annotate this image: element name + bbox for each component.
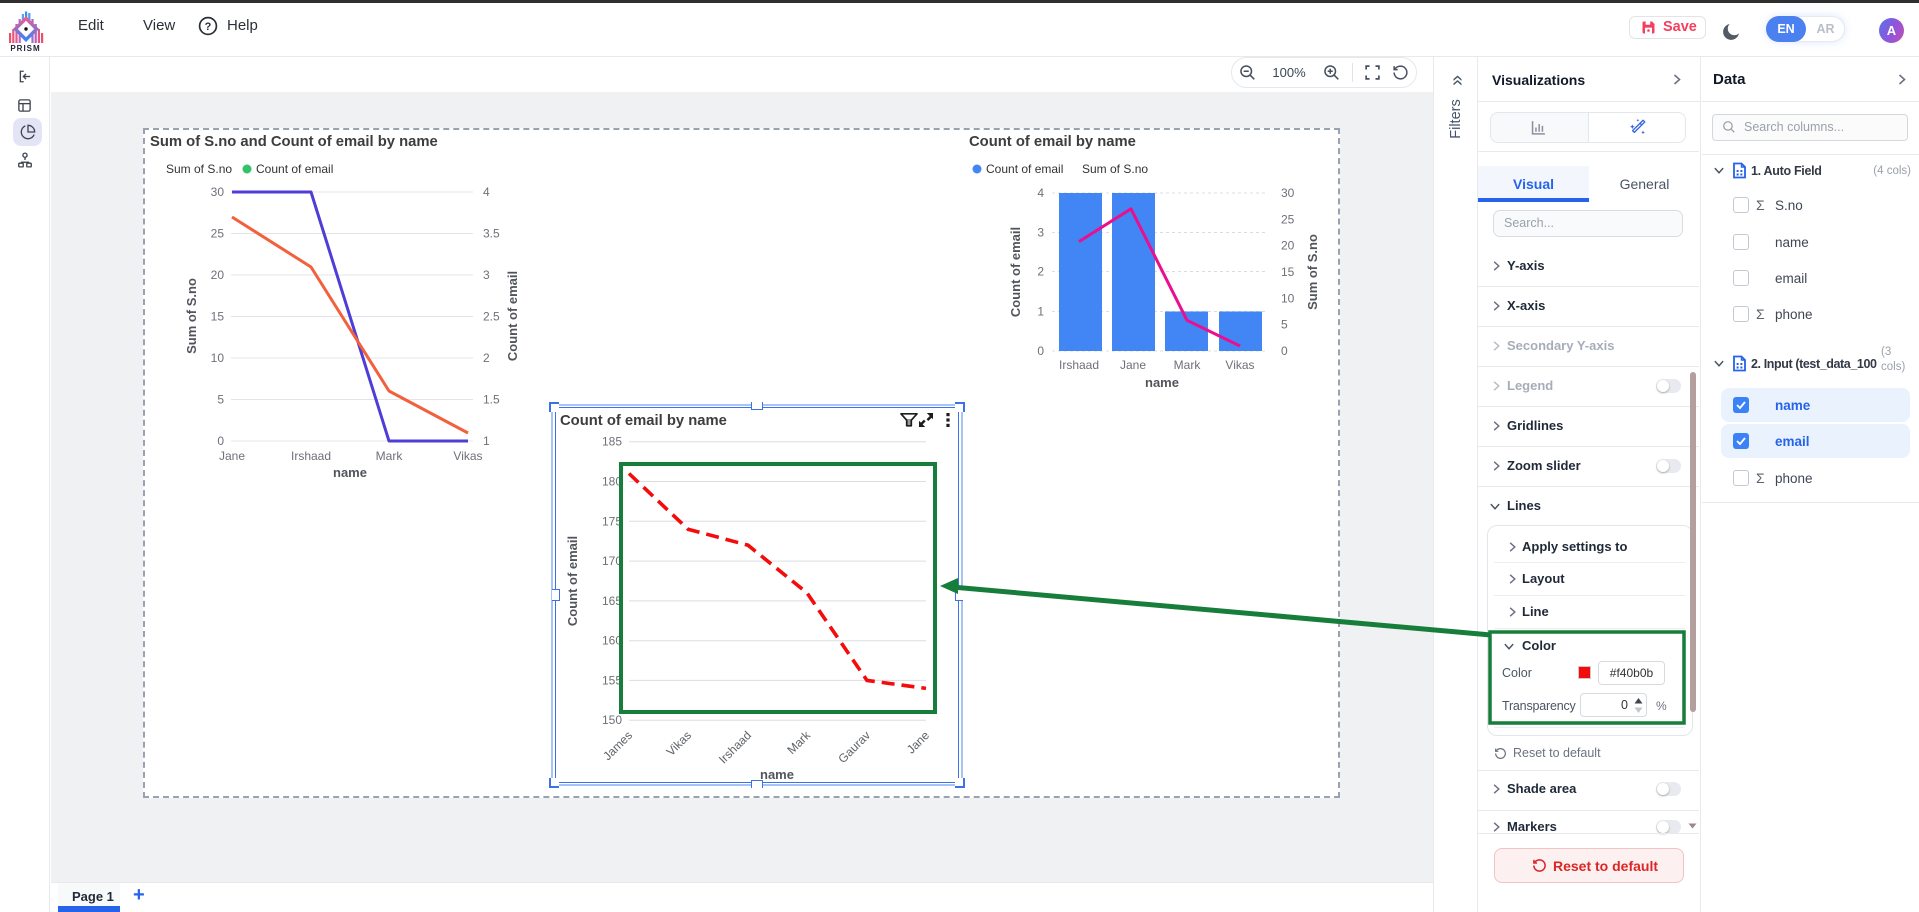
svg-text:10: 10 (211, 351, 225, 365)
svg-text:name: name (333, 465, 367, 480)
svg-text:Count of email: Count of email (565, 536, 580, 626)
svg-text:1: 1 (1037, 305, 1044, 319)
svg-text:160: 160 (602, 634, 622, 648)
svg-text:Mark: Mark (376, 449, 404, 463)
svg-text:Mark: Mark (1174, 358, 1202, 372)
svg-text:2.5: 2.5 (483, 310, 500, 324)
svg-text:15: 15 (1281, 265, 1295, 279)
svg-text:Irshaad: Irshaad (291, 449, 331, 463)
svg-text:20: 20 (211, 268, 225, 282)
svg-text:1.5: 1.5 (483, 393, 500, 407)
svg-text:PRISM: PRISM (10, 44, 40, 53)
svg-text:150: 150 (602, 713, 622, 727)
svg-text:Sum of S.no: Sum of S.no (166, 162, 232, 176)
svg-text:Sum of S.no: Sum of S.no (184, 278, 199, 354)
svg-text:180: 180 (602, 475, 622, 489)
svg-text:185: 185 (602, 435, 622, 449)
svg-text:?: ? (205, 21, 212, 33)
svg-text:Jane: Jane (219, 449, 245, 463)
svg-text:Count of email: Count of email (256, 162, 333, 176)
svg-text:Vikas: Vikas (664, 728, 695, 759)
svg-text:5: 5 (1281, 318, 1288, 332)
svg-text:Count of email: Count of email (505, 271, 520, 361)
svg-text:Irshaad: Irshaad (716, 728, 754, 766)
svg-text:0: 0 (1037, 344, 1044, 358)
svg-text:Jane: Jane (1120, 358, 1146, 372)
svg-text:30: 30 (211, 185, 225, 199)
svg-text:Vikas: Vikas (1225, 358, 1254, 372)
svg-text:25: 25 (211, 227, 225, 241)
svg-text:Count of email by name: Count of email by name (560, 413, 727, 429)
svg-text:1: 1 (483, 434, 490, 448)
svg-text:10: 10 (1281, 291, 1295, 305)
svg-text:0: 0 (217, 434, 224, 448)
svg-text:name: name (1145, 375, 1179, 390)
svg-text:Count of email: Count of email (1008, 227, 1023, 317)
svg-text:Irshaad: Irshaad (1059, 358, 1099, 372)
svg-text:155: 155 (602, 673, 622, 687)
svg-text:165: 165 (602, 594, 622, 608)
svg-text:2: 2 (1037, 265, 1044, 279)
svg-text:James: James (600, 728, 635, 763)
svg-text:2: 2 (483, 351, 490, 365)
svg-text:170: 170 (602, 554, 622, 568)
svg-text:3: 3 (483, 268, 490, 282)
svg-text:15: 15 (211, 310, 225, 324)
svg-text:4: 4 (1037, 186, 1044, 200)
svg-text:4: 4 (483, 185, 490, 199)
svg-text:20: 20 (1281, 239, 1295, 253)
svg-text:Sum of S.no and Count of email: Sum of S.no and Count of email by name (150, 134, 438, 150)
svg-text:5: 5 (217, 393, 224, 407)
svg-text:175: 175 (602, 514, 622, 528)
svg-text:3: 3 (1037, 226, 1044, 240)
svg-text:0: 0 (1281, 344, 1288, 358)
svg-text:3.5: 3.5 (483, 227, 500, 241)
svg-text:25: 25 (1281, 212, 1295, 226)
svg-text:name: name (760, 767, 794, 782)
svg-text:Count of email: Count of email (986, 162, 1063, 176)
svg-text:Gaurav: Gaurav (835, 728, 873, 766)
svg-text:Sum of S.no: Sum of S.no (1305, 234, 1320, 310)
svg-text:Mark: Mark (784, 728, 813, 757)
svg-text:Jane: Jane (904, 728, 933, 757)
svg-text:Count of email by name: Count of email by name (969, 134, 1136, 150)
svg-text:30: 30 (1281, 186, 1295, 200)
svg-text:Vikas: Vikas (453, 449, 482, 463)
svg-text:Sum of S.no: Sum of S.no (1082, 162, 1148, 176)
